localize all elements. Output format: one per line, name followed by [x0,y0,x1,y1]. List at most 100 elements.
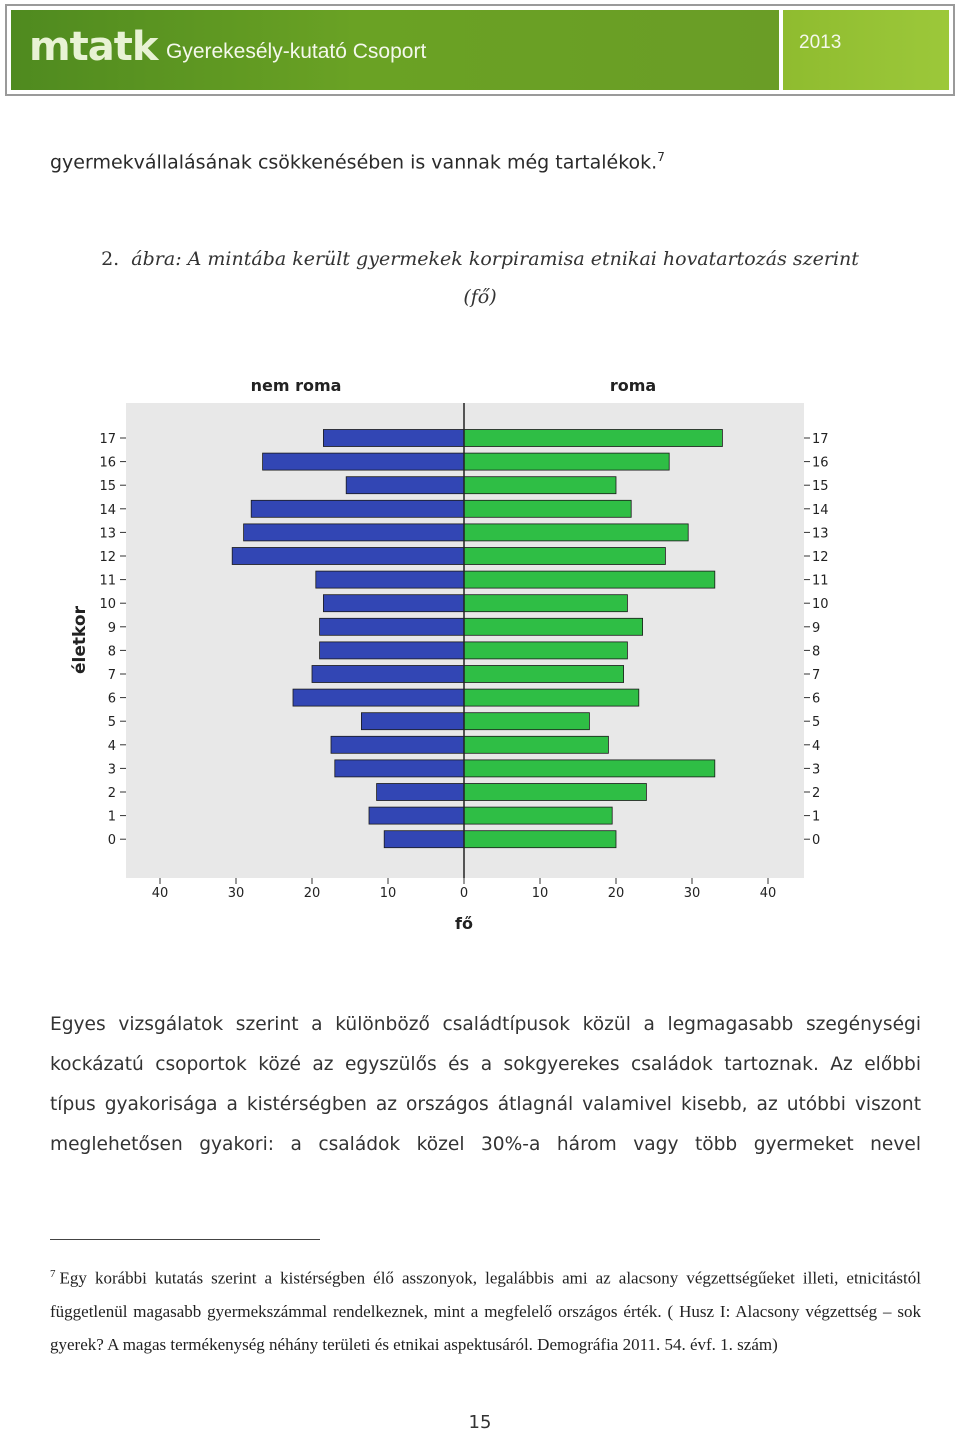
bar-roma-age-3 [463,759,716,778]
y-tick-label-right: 8 [812,644,820,659]
footnote-text: Egy korábbi kutatás szerint a kistérségb… [50,1268,921,1354]
header-banner: mtatk Gyerekesély-kutató Csoport 2013 [5,4,955,96]
bar-roma-age-11 [463,570,716,589]
bar-nem-roma-age-9 [319,617,465,636]
y-tick-label-right: 17 [812,432,829,447]
y-tick-label-right: 15 [812,479,829,494]
x-tick-label: 30 [684,886,701,901]
y-tick-label-left: 11 [99,574,116,589]
y-tick-label-right: 1 [812,810,820,825]
intro-line: gyermekvállalásának csökkenésében is van… [50,150,665,173]
bar-nem-roma-age-11 [315,570,465,589]
y-tick-label-right: 0 [812,833,820,848]
bar-roma-age-15 [463,476,617,495]
y-tick-label-right: 7 [812,668,820,683]
bar-nem-roma-age-1 [368,806,465,825]
x-tick-label: 30 [228,886,245,901]
bar-nem-roma-age-10 [322,594,465,613]
y-tick-label-left: 7 [108,668,116,683]
y-tick-label-right: 4 [812,739,820,754]
page-number: 15 [468,1412,492,1433]
bar-roma-age-14 [463,499,632,518]
y-tick-label-right: 6 [812,692,820,707]
x-tick-label: 40 [760,886,777,901]
group-name: Gyerekesély-kutató Csoport [166,40,427,63]
bar-roma-age-2 [463,783,647,801]
body-line: meglehetősen gyakori: a családok közel 3… [50,1134,921,1155]
bar-nem-roma-age-16 [262,452,465,471]
banner-year-box: 2013 [783,10,949,90]
y-tick-label-right: 2 [812,786,820,801]
bar-roma-age-9 [463,617,644,636]
bar-roma-age-5 [463,712,590,731]
intro-text: gyermekvállalásának csökkenésében is van… [50,151,658,174]
bar-roma-age-6 [463,688,640,707]
x-axis-label: fő [455,914,473,933]
y-axis-label: életkor [70,605,90,674]
y-tick-label-right: 3 [812,762,820,777]
bar-nem-roma-age-5 [360,712,465,731]
y-tick-label-left: 8 [108,644,116,659]
y-tick-label-right: 14 [812,503,829,518]
bar-nem-roma-age-14 [250,499,465,518]
y-tick-label-left: 2 [108,786,116,801]
figure-number: 2. [101,248,120,270]
series-label-nem-roma: nem roma [251,376,342,395]
x-tick-label: 20 [304,886,321,901]
series-label-roma: roma [610,376,656,395]
bar-roma-age-7 [463,665,625,683]
x-tick-label: 10 [380,886,397,901]
x-tick-label: 40 [152,886,169,901]
header-year: 2013 [799,32,842,53]
y-tick-label-left: 13 [99,526,116,541]
footnote: 7 Egy korábbi kutatás szerint a kistérség… [50,1258,921,1361]
y-tick-label-right: 5 [812,715,820,730]
bar-nem-roma-age-17 [322,429,465,447]
bar-nem-roma-age-0 [383,830,465,849]
y-tick-label-right: 12 [812,550,829,565]
y-tick-label-left: 3 [108,762,116,777]
y-tick-label-left: 6 [108,692,116,707]
banner-main: mtatk Gyerekesély-kutató Csoport [11,10,779,90]
footnote-separator [50,1239,320,1240]
caption-text: ábra: A mintába került gyermekek korpira… [131,248,859,270]
body-line: kockázatú csoportok közé az egyszülős és… [50,1054,921,1075]
y-tick-label-left: 0 [108,833,116,848]
body-line: típus gyakorisága a kistérségben az orsz… [50,1094,921,1115]
bar-roma-age-16 [463,452,670,471]
y-tick-label-left: 15 [99,479,116,494]
y-tick-label-left: 5 [108,715,116,730]
bar-nem-roma-age-7 [311,665,465,683]
bar-roma-age-8 [463,641,628,660]
y-tick-label-left: 17 [99,432,116,447]
bar-nem-roma-age-12 [231,547,465,565]
y-tick-label-right: 13 [812,526,829,541]
bar-nem-roma-age-6 [292,688,465,707]
bar-nem-roma-age-4 [330,735,465,754]
y-tick-label-right: 16 [812,456,829,471]
y-tick-label-right: 10 [812,597,829,612]
y-tick-label-left: 16 [99,456,116,471]
body-line: Egyes vizsgálatok szerint a különböző cs… [50,1014,921,1035]
bar-roma-age-17 [463,429,723,447]
bar-nem-roma-age-2 [376,783,465,801]
y-tick-label-left: 9 [108,621,116,636]
body-paragraph: Egyes vizsgálatok szerint a különböző cs… [50,1005,921,1165]
bar-roma-age-12 [463,547,666,565]
bar-nem-roma-age-3 [334,759,465,778]
y-tick-label-right: 9 [812,621,820,636]
bar-nem-roma-age-13 [243,523,465,542]
footnote-marker: 7 [50,1268,56,1280]
bar-roma-age-4 [463,735,609,754]
y-tick-label-left: 14 [99,503,116,518]
caption-line-1: 2. ábra: A mintába került gyermekek korp… [50,240,910,278]
footnote-ref[interactable]: 7 [657,150,665,164]
bar-nem-roma-age-15 [345,476,465,495]
figure-caption: 2. ábra: A mintába került gyermekek korp… [50,240,910,316]
bar-roma-age-13 [463,523,689,542]
bar-roma-age-1 [463,806,613,825]
x-tick-label: 0 [460,886,468,901]
y-tick-label-left: 10 [99,597,116,612]
bar-roma-age-10 [463,594,628,613]
x-tick-label: 10 [532,886,549,901]
